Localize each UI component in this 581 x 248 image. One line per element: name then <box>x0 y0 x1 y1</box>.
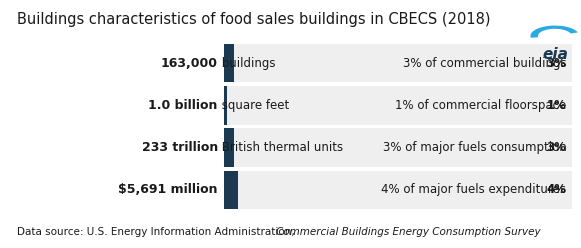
Wedge shape <box>530 26 578 38</box>
Text: British thermal units: British thermal units <box>218 141 343 154</box>
Text: 4% of major fuels expenditures: 4% of major fuels expenditures <box>382 183 566 196</box>
Text: 163,000: 163,000 <box>161 57 218 70</box>
Bar <box>224 128 234 167</box>
Text: Data source: U.S. Energy Information Administration,: Data source: U.S. Energy Information Adm… <box>17 227 299 237</box>
Text: Commercial Buildings Energy Consumption Survey: Commercial Buildings Energy Consumption … <box>276 227 540 237</box>
Text: buildings: buildings <box>218 57 275 70</box>
Bar <box>224 86 572 125</box>
Text: 1% of commercial floorspace: 1% of commercial floorspace <box>395 99 566 112</box>
Text: 3% of commercial buildings: 3% of commercial buildings <box>403 57 566 70</box>
Bar <box>224 171 572 209</box>
Text: 3%: 3% <box>547 57 566 70</box>
Bar <box>224 44 234 83</box>
Text: 1%: 1% <box>547 99 566 112</box>
Text: 4%: 4% <box>547 183 566 196</box>
Text: Buildings characteristics of food sales buildings in CBECS (2018): Buildings characteristics of food sales … <box>17 12 491 27</box>
Bar <box>224 171 238 209</box>
Bar <box>224 44 572 83</box>
Text: 3% of major fuels consumption: 3% of major fuels consumption <box>383 141 566 154</box>
Bar <box>224 128 572 167</box>
Text: 1.0 billion: 1.0 billion <box>149 99 218 112</box>
Text: eia: eia <box>542 47 568 62</box>
Bar <box>224 86 227 125</box>
Text: $5,691 million: $5,691 million <box>119 183 218 196</box>
Text: 3%: 3% <box>547 141 566 154</box>
Text: 233 trillion: 233 trillion <box>142 141 218 154</box>
Text: square feet: square feet <box>218 99 289 112</box>
